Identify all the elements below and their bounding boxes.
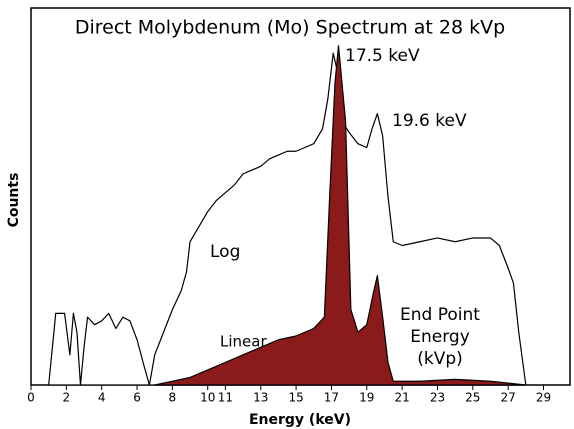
x-tick-label: 21 xyxy=(394,391,409,405)
x-tick-label: 29 xyxy=(536,391,551,405)
area-1 xyxy=(154,45,527,386)
x-tick-label: 0 xyxy=(27,391,35,405)
x-tick-label: 13 xyxy=(253,391,268,405)
x-tick-label: 4 xyxy=(98,391,106,405)
chart-title: Direct Molybdenum (Mo) Spectrum at 28 kV… xyxy=(75,17,505,39)
x-tick-label: 27 xyxy=(501,391,516,405)
x-tick-label: 25 xyxy=(465,391,480,405)
annotation: 19.6 keV xyxy=(392,111,467,131)
x-tick-label: 2 xyxy=(63,391,71,405)
x-tick-label: 23 xyxy=(430,391,445,405)
x-tick-label: 11 xyxy=(218,391,233,405)
annotation: Log xyxy=(210,242,240,262)
x-tick-label: 19 xyxy=(359,391,374,405)
x-tick-label: 10 xyxy=(200,391,215,405)
annotation: 17.5 keV xyxy=(345,46,420,66)
end-point-label: (kVp) xyxy=(417,349,463,369)
end-point-label: Energy xyxy=(410,327,470,347)
y-axis-label: Counts xyxy=(6,173,22,228)
end-point-label: End Point xyxy=(400,305,480,325)
area-0 xyxy=(48,52,527,386)
x-tick-label: 15 xyxy=(288,391,303,405)
annotation: Linear xyxy=(220,333,267,351)
x-axis-label: Energy (keV) xyxy=(249,412,351,428)
x-tick-label: 6 xyxy=(133,391,141,405)
x-tick-label: 17 xyxy=(324,391,339,405)
x-tick-label: 8 xyxy=(169,391,177,405)
